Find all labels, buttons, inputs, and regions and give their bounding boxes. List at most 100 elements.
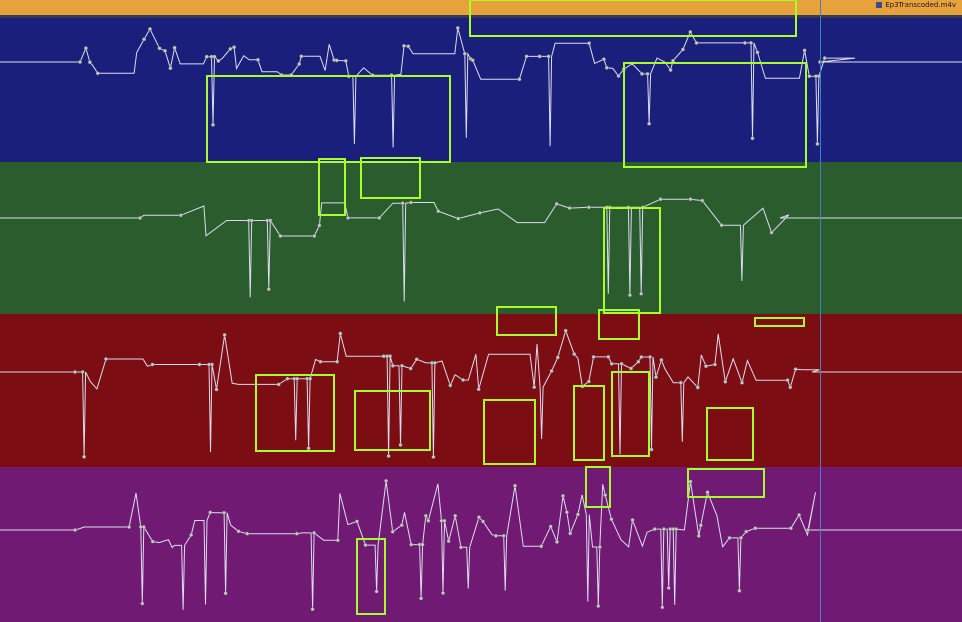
- keyframe[interactable]: [727, 535, 732, 540]
- keyframe[interactable]: [647, 121, 652, 126]
- keyframe[interactable]: [680, 47, 685, 52]
- keyframe[interactable]: [147, 27, 152, 32]
- keyframe[interactable]: [564, 510, 569, 515]
- keyframe[interactable]: [705, 490, 710, 495]
- keyframe[interactable]: [661, 527, 666, 532]
- keyframe[interactable]: [712, 362, 717, 367]
- keyframe[interactable]: [255, 57, 260, 62]
- keyframe[interactable]: [539, 544, 544, 549]
- keyframe[interactable]: [95, 71, 100, 76]
- keyframe[interactable]: [197, 362, 202, 367]
- keyframe[interactable]: [245, 531, 250, 536]
- keyframe[interactable]: [694, 40, 699, 45]
- keyframe[interactable]: [549, 369, 554, 374]
- keyframe[interactable]: [402, 43, 407, 48]
- keyframe[interactable]: [586, 205, 591, 210]
- keyframe[interactable]: [537, 54, 542, 59]
- file-label[interactable]: Ep3Transcoded.m4v: [876, 0, 956, 10]
- keyframe[interactable]: [72, 370, 77, 375]
- keyframe[interactable]: [140, 601, 145, 606]
- lane-red-curve[interactable]: [0, 329, 962, 457]
- keyframe[interactable]: [400, 363, 405, 368]
- keyframe[interactable]: [636, 359, 641, 364]
- keyframe[interactable]: [668, 67, 673, 72]
- keyframe[interactable]: [266, 287, 271, 292]
- keyframe[interactable]: [563, 328, 568, 333]
- selection-box[interactable]: [496, 306, 557, 336]
- keyframe[interactable]: [462, 51, 467, 56]
- keyframe[interactable]: [212, 54, 217, 59]
- selection-box[interactable]: [318, 158, 346, 216]
- keyframe[interactable]: [501, 533, 506, 538]
- keyframe[interactable]: [603, 493, 608, 498]
- keyframe[interactable]: [740, 380, 745, 385]
- keyframe[interactable]: [127, 525, 132, 530]
- keyframe[interactable]: [719, 223, 724, 228]
- keyframe[interactable]: [654, 375, 659, 380]
- keyframe[interactable]: [688, 197, 693, 202]
- keyframe[interactable]: [476, 387, 481, 392]
- keyframe[interactable]: [596, 604, 601, 609]
- keyframe[interactable]: [338, 331, 343, 336]
- lane-blue-curve[interactable]: [0, 27, 962, 148]
- keyframe[interactable]: [639, 355, 644, 360]
- keyframe[interactable]: [591, 354, 596, 359]
- keyframe[interactable]: [295, 376, 300, 381]
- keyframe[interactable]: [343, 58, 348, 63]
- keyframe[interactable]: [216, 58, 221, 63]
- keyframe[interactable]: [431, 454, 436, 459]
- keyframe[interactable]: [587, 41, 592, 46]
- selection-box[interactable]: [206, 75, 451, 163]
- keyframe[interactable]: [609, 361, 614, 366]
- keyframe[interactable]: [232, 45, 237, 50]
- keyframe[interactable]: [561, 493, 566, 498]
- keyframe[interactable]: [568, 531, 573, 536]
- selection-box[interactable]: [469, 0, 797, 37]
- keyframe[interactable]: [477, 515, 482, 520]
- keyframe[interactable]: [423, 513, 428, 518]
- keyframe[interactable]: [606, 354, 611, 359]
- keyframe[interactable]: [750, 136, 755, 141]
- keyframe[interactable]: [297, 62, 302, 67]
- keyframe[interactable]: [210, 122, 215, 127]
- keyframe[interactable]: [172, 45, 177, 50]
- keyframe[interactable]: [214, 387, 219, 392]
- keyframe[interactable]: [815, 141, 820, 146]
- keyframe[interactable]: [409, 542, 414, 547]
- keyframe[interactable]: [793, 367, 798, 372]
- keyframe[interactable]: [769, 230, 774, 235]
- keyframe[interactable]: [408, 200, 413, 205]
- keyframe[interactable]: [459, 545, 464, 550]
- keyframe[interactable]: [386, 454, 391, 459]
- keyframe[interactable]: [103, 357, 108, 362]
- selection-box[interactable]: [255, 374, 335, 452]
- playhead[interactable]: [820, 0, 821, 622]
- keyframe[interactable]: [294, 531, 299, 536]
- selection-box[interactable]: [356, 538, 386, 615]
- keyframe[interactable]: [572, 352, 577, 357]
- keyframe[interactable]: [310, 607, 315, 612]
- keyframe[interactable]: [228, 46, 233, 51]
- keyframe[interactable]: [453, 513, 458, 518]
- keyframe[interactable]: [548, 524, 553, 529]
- keyframe[interactable]: [649, 447, 654, 452]
- selection-box[interactable]: [483, 399, 536, 465]
- keyframe[interactable]: [619, 361, 624, 366]
- keyframe[interactable]: [399, 523, 404, 528]
- selection-box[interactable]: [603, 207, 661, 314]
- keyframe[interactable]: [688, 30, 693, 35]
- keyframe[interactable]: [477, 210, 482, 215]
- keyframe[interactable]: [659, 358, 664, 363]
- keyframe[interactable]: [381, 354, 386, 359]
- keyframe[interactable]: [652, 527, 657, 532]
- keyframe[interactable]: [448, 383, 453, 388]
- keyframe[interactable]: [390, 363, 395, 368]
- keyframe[interactable]: [674, 527, 679, 532]
- keyframe[interactable]: [137, 215, 142, 220]
- keyframe[interactable]: [601, 57, 606, 62]
- keyframe[interactable]: [698, 523, 703, 528]
- selection-box[interactable]: [573, 385, 605, 461]
- keyframe[interactable]: [470, 58, 475, 63]
- keyframe[interactable]: [222, 510, 227, 515]
